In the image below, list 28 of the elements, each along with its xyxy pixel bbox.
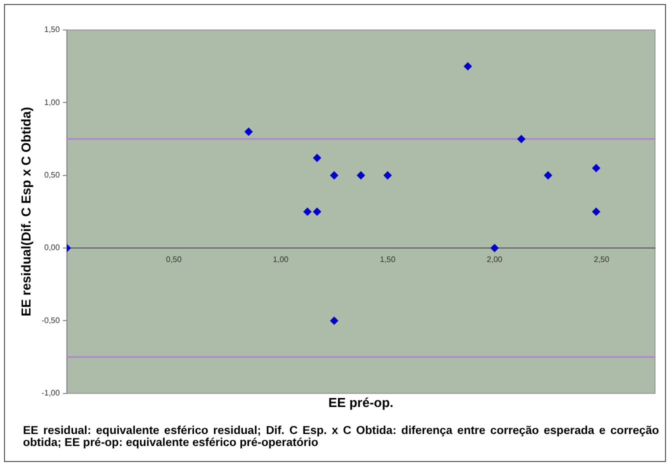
point — [592, 164, 600, 172]
x-tick-label: 2,00 — [486, 255, 503, 264]
y-tick-label: 0,50 — [44, 170, 60, 180]
y-tick-label: -0,50 — [42, 316, 60, 325]
x-tick-label: 0,50 — [166, 255, 182, 264]
y-tick-label: 1,50 — [44, 25, 60, 34]
point — [384, 171, 392, 180]
y-tick-label: 1,00 — [44, 98, 60, 107]
point — [592, 208, 600, 216]
point — [517, 135, 526, 144]
point — [303, 208, 312, 216]
x-tick-label: 1,00 — [272, 255, 290, 264]
point — [313, 154, 322, 162]
x-tick-label: 1,50 — [380, 255, 396, 264]
x-axis-title: EE pré-op. — [328, 394, 394, 410]
point — [330, 171, 338, 180]
point — [356, 171, 365, 180]
text: EE residual: equivalente esférico residual; Dif. C Esp. x C Obtida: diferença entre correção esperada e correção obtida; EE pré-op: equivalente esférico pré-operatório — [23, 425, 659, 449]
point — [544, 171, 552, 180]
point — [490, 244, 499, 252]
y-axis-title: EE residual(Dif. C Esp x C Obtida) — [18, 106, 34, 316]
point — [313, 208, 322, 216]
x-tick-label: 2,50 — [594, 255, 610, 264]
y-tick-label: -1,00 — [42, 388, 60, 398]
point — [464, 62, 472, 70]
point — [330, 316, 338, 325]
point — [244, 128, 253, 136]
y-tick-label: 0,00 — [44, 243, 60, 252]
